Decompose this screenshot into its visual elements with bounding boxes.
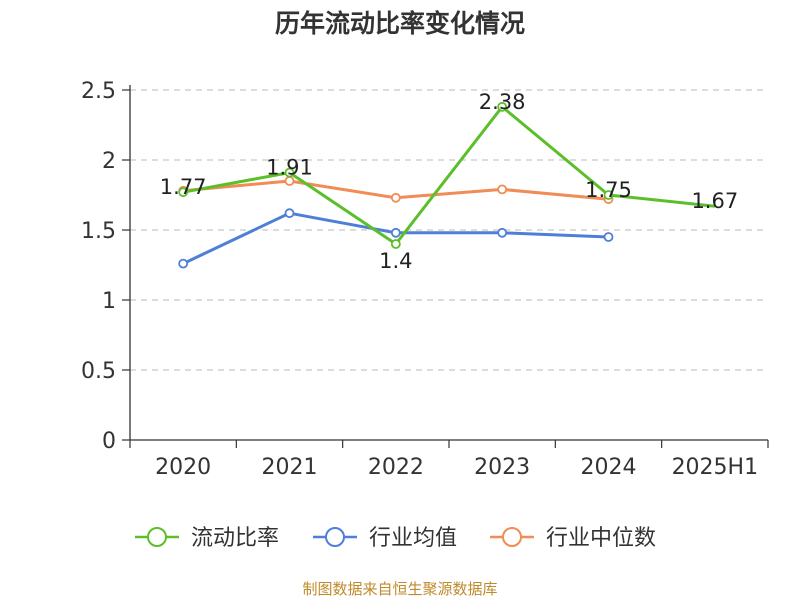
x-tick-label: 2022 [368, 455, 424, 480]
y-tick-label: 2 [102, 149, 116, 174]
data-label: 1.4 [379, 249, 412, 273]
data-point [390, 239, 401, 249]
data-point [178, 258, 189, 269]
data-label: 2.38 [479, 90, 526, 114]
y-tick-label: 0 [102, 429, 116, 454]
legend-marker [502, 527, 522, 547]
y-tick-label: 0.5 [81, 359, 116, 384]
y-tick-label: 1 [102, 289, 116, 314]
data-point [390, 227, 401, 238]
data-point [284, 208, 295, 219]
data-point [497, 101, 508, 112]
x-tick-label: 2021 [262, 455, 318, 480]
data-label: 1.75 [585, 178, 632, 202]
x-tick-label: 2025H1 [672, 455, 759, 480]
source-note: 制图数据来自恒生聚源数据库 [302, 580, 498, 598]
legend-label: 行业中位数 [546, 526, 656, 551]
x-tick-label: 2024 [581, 455, 637, 480]
chart-title: 历年流动比率变化情况 [274, 9, 525, 38]
data-label: 1.67 [691, 189, 738, 213]
y-tick-label: 1.5 [81, 219, 116, 244]
legend-marker [325, 527, 345, 547]
y-tick-label: 2.5 [81, 79, 116, 104]
legend-marker [147, 527, 167, 547]
data-label: 1.77 [160, 175, 207, 199]
data-point [603, 232, 614, 242]
x-tick-label: 2023 [474, 455, 530, 480]
x-tick-label: 2020 [155, 455, 211, 480]
legend-label: 流动比率 [191, 526, 279, 551]
data-point [497, 227, 508, 238]
data-point [390, 192, 401, 203]
data-point [284, 167, 295, 178]
data-point [497, 184, 508, 195]
legend-label: 行业均值 [369, 526, 457, 551]
data-point [178, 187, 189, 198]
series-line [182, 105, 715, 246]
data-point [603, 190, 614, 200]
data-label: 1.91 [266, 156, 313, 180]
